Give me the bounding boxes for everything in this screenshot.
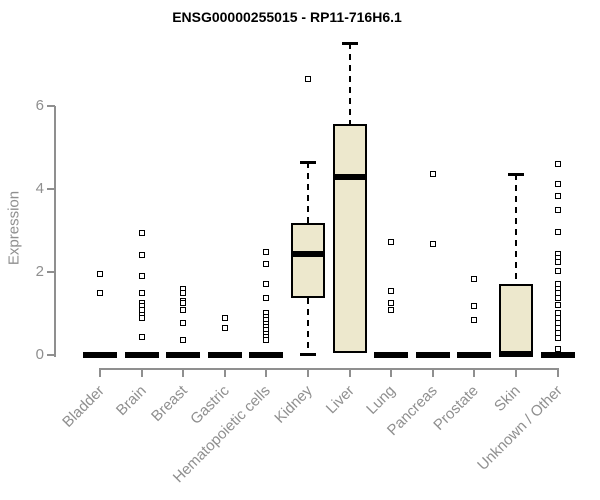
median-line [124, 351, 159, 358]
outlier-point [138, 290, 145, 297]
y-axis-tick-label: 4 [35, 179, 44, 197]
median-line [166, 351, 201, 358]
x-axis-tick [556, 370, 559, 377]
outlier-point [554, 180, 561, 187]
upper-whisker-cap [341, 42, 358, 46]
x-axis-tick [99, 370, 101, 377]
box [332, 124, 367, 354]
lower-whisker-cap [300, 352, 316, 356]
outlier-point [263, 295, 270, 302]
outlier-point [554, 335, 561, 342]
outlier-point [138, 252, 145, 259]
y-axis-tick [47, 104, 55, 107]
median-line [540, 351, 575, 358]
outlier-point [180, 320, 187, 327]
upper-whisker [307, 162, 309, 223]
median-line [415, 351, 450, 358]
x-axis-tick [390, 370, 393, 377]
upper-whisker [348, 43, 351, 125]
outlier-point [138, 333, 145, 340]
median-line [457, 351, 492, 358]
outlier-point [180, 289, 187, 296]
outlier-point [388, 288, 395, 295]
outlier-point [554, 267, 561, 274]
outlier-point [388, 299, 395, 306]
y-axis-tick-label: 6 [35, 96, 44, 114]
x-axis-tick [223, 370, 226, 377]
outlier-point [429, 171, 436, 178]
outlier-point [138, 306, 145, 313]
x-axis-tick [431, 370, 434, 377]
x-axis-tick [140, 370, 143, 377]
y-axis-line [54, 105, 56, 357]
upper-whisker-cap [300, 161, 316, 165]
outlier-point [471, 302, 478, 309]
chart-title: ENSG00000255015 - RP11-716H6.1 [172, 9, 402, 25]
outlier-point [263, 260, 270, 267]
outlier-point [221, 324, 228, 331]
median-line [291, 250, 325, 257]
y-axis-tick [47, 270, 55, 273]
x-axis-tick [515, 370, 517, 377]
x-axis-tick [348, 370, 351, 377]
x-axis-tick [265, 370, 268, 377]
outlier-point [554, 295, 561, 302]
outlier-point [180, 306, 187, 313]
outlier-point [263, 280, 270, 287]
outlier-point [263, 248, 270, 255]
outlier-point [429, 240, 436, 247]
median-line [374, 351, 409, 358]
outlier-point [554, 259, 561, 266]
y-axis-tick [47, 353, 55, 356]
median-line [332, 174, 367, 181]
x-axis-tick [182, 370, 185, 377]
outlier-point [138, 315, 145, 322]
outlier-point [180, 337, 187, 344]
outlier-point [388, 239, 395, 246]
median-line [499, 350, 533, 357]
outlier-point [263, 337, 270, 344]
upper-whisker-cap [508, 173, 524, 177]
outlier-point [97, 290, 103, 297]
y-axis-tick-label: 0 [35, 345, 44, 363]
box [499, 283, 533, 355]
outlier-point [554, 301, 561, 308]
outlier-point [554, 229, 561, 236]
outlier-point [471, 316, 478, 323]
outlier-point [97, 271, 103, 278]
outlier-point [471, 276, 478, 283]
outlier-point [554, 192, 561, 199]
outlier-point [138, 230, 145, 237]
outlier-point [180, 300, 187, 307]
y-axis-tick [47, 187, 55, 190]
upper-whisker [515, 174, 517, 284]
box [291, 222, 325, 298]
outlier-point [388, 306, 395, 313]
x-axis-tick [473, 370, 476, 377]
x-axis-line [99, 368, 559, 370]
outlier-point [138, 272, 145, 279]
median-line [249, 351, 284, 358]
y-axis-tick-label: 2 [35, 262, 44, 280]
x-axis-tick [307, 370, 309, 377]
median-line [83, 351, 117, 358]
outlier-point [554, 206, 561, 213]
outlier-point [554, 345, 561, 352]
outlier-point [305, 75, 311, 82]
lower-whisker [307, 297, 309, 354]
outlier-point [554, 161, 561, 168]
outlier-point [221, 314, 228, 321]
median-line [207, 351, 242, 358]
